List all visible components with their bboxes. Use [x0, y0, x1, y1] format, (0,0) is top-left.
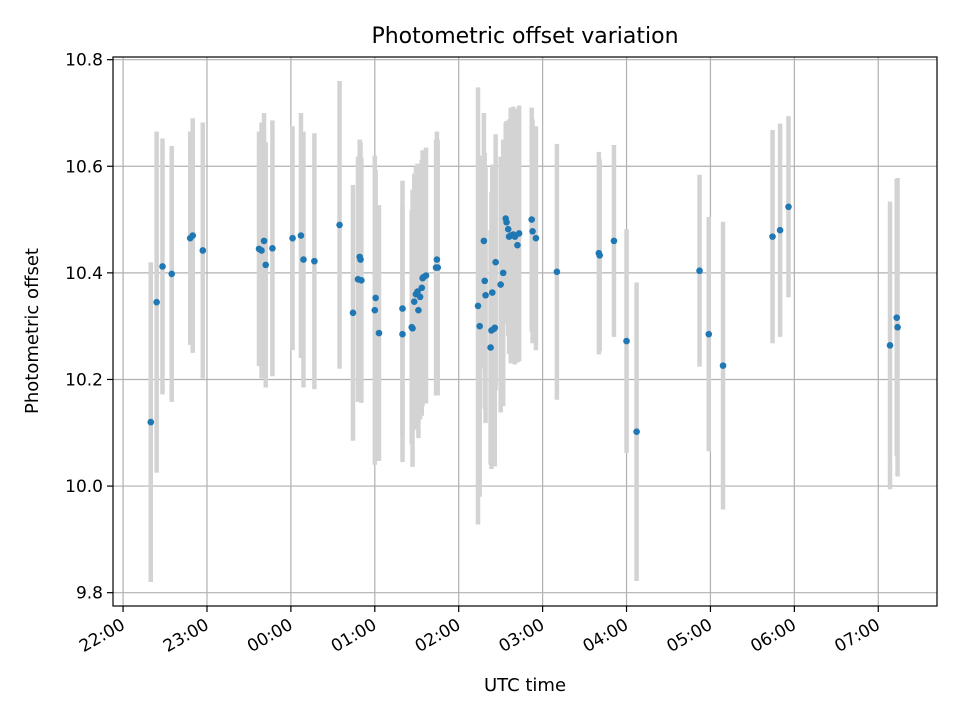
data-point	[480, 237, 488, 245]
data-point	[514, 241, 521, 249]
data-point	[153, 298, 160, 306]
plot-frame	[112, 56, 938, 607]
data-point	[418, 284, 426, 292]
data-point	[623, 337, 630, 345]
data-points	[147, 203, 901, 436]
data-point	[416, 293, 424, 301]
data-point	[372, 294, 379, 302]
data-point	[474, 302, 482, 310]
data-point	[893, 314, 901, 321]
y-tick-label: 10.4	[65, 264, 103, 284]
data-point	[311, 257, 318, 265]
data-point	[503, 218, 510, 226]
data-point	[262, 261, 270, 269]
data-point	[433, 256, 441, 263]
data-point	[260, 237, 268, 245]
data-point	[399, 330, 406, 338]
data-point	[349, 309, 357, 317]
data-point	[481, 277, 489, 285]
y-tick-label: 10.0	[65, 477, 103, 497]
data-point	[610, 237, 618, 245]
data-point	[168, 270, 176, 278]
data-point	[886, 342, 894, 349]
data-point	[358, 277, 365, 284]
data-point	[532, 234, 540, 242]
data-point	[371, 306, 379, 314]
y-tick-label: 10.6	[65, 157, 103, 177]
data-point	[410, 298, 418, 305]
data-point	[553, 268, 561, 276]
data-point	[785, 203, 792, 211]
data-point	[357, 256, 364, 263]
data-point	[189, 232, 197, 239]
data-point	[422, 272, 430, 279]
data-point	[528, 216, 536, 223]
data-point	[894, 323, 901, 331]
data-point	[476, 322, 483, 330]
data-point	[488, 289, 496, 296]
y-axis-ticks: 9.8 10.0 10.2 10.4 10.6 10.8	[65, 51, 113, 604]
data-point	[482, 291, 489, 299]
data-point	[199, 247, 207, 254]
y-tick-label: 9.8	[76, 584, 103, 604]
data-point	[415, 306, 422, 314]
data-point	[499, 269, 507, 277]
data-point	[596, 251, 603, 259]
data-point	[336, 221, 343, 229]
data-point	[504, 225, 512, 233]
data-point	[159, 263, 166, 270]
data-point	[633, 428, 640, 436]
data-point	[409, 325, 416, 332]
data-point	[705, 330, 713, 338]
data-point	[776, 226, 784, 234]
data-point	[289, 234, 296, 242]
data-point	[497, 281, 504, 288]
y-axis-label: Photometric offset	[22, 248, 43, 414]
data-point	[515, 230, 523, 237]
data-point	[434, 264, 442, 271]
data-point	[297, 232, 305, 239]
data-point	[258, 247, 265, 254]
y-tick-label: 10.2	[65, 370, 103, 390]
data-point	[492, 258, 499, 266]
data-point	[399, 305, 406, 312]
data-point	[529, 227, 536, 235]
data-point	[491, 324, 499, 332]
data-point	[269, 245, 276, 252]
data-point	[719, 362, 727, 369]
data-point	[769, 233, 776, 240]
y-tick-label: 10.8	[65, 51, 103, 71]
data-point	[487, 344, 494, 351]
data-point	[147, 418, 155, 426]
x-axis-label: UTC time	[484, 675, 566, 696]
data-point	[300, 256, 307, 263]
chart-title: Photometric offset variation	[371, 24, 678, 49]
data-point	[375, 329, 383, 337]
data-point	[696, 267, 703, 275]
